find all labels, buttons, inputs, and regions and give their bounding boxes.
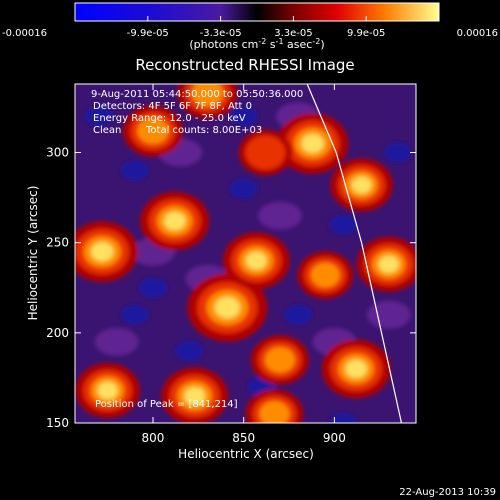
annotation-peak-position: Position of Peak = [841,214] (95, 399, 238, 410)
negative-region (329, 214, 358, 235)
x-axis-ticks (152, 84, 335, 423)
emission-source (214, 296, 241, 319)
colorbar-tick-labels: -0.00016 -9.9e-05 -3.3e-05 3.3e-05 9.9e-05 0.… (2, 28, 498, 39)
colorbar-tick-label: 0.00016 (457, 28, 498, 39)
background-region (257, 201, 302, 230)
emission-source (259, 401, 290, 423)
x-tick-label: 850 (232, 431, 255, 445)
plot-frame (74, 83, 417, 424)
y-tick-label: 150 (46, 416, 69, 430)
negative-region (229, 106, 258, 127)
x-axis-label: Heliocentric X (arcsec) (178, 447, 314, 461)
negative-region (138, 277, 167, 298)
negative-region (175, 340, 204, 361)
emission-source (184, 386, 206, 406)
y-axis-ticks (75, 152, 416, 424)
emission-source (245, 251, 268, 270)
emission-source (97, 381, 118, 400)
solar-limb-curve (306, 84, 403, 423)
emission-source (264, 347, 296, 373)
y-axis-tick-labels: 150 200 250 300 (46, 146, 69, 430)
y-tick-label: 300 (46, 146, 69, 160)
emission-source (310, 262, 340, 288)
x-tick-label: 800 (142, 431, 165, 445)
negative-region (329, 413, 358, 423)
negative-region (120, 304, 149, 325)
colorbar-unit: (photons cm-2 s-1 asec-2) (189, 37, 324, 51)
negative-region (229, 178, 258, 199)
negative-region (284, 304, 313, 325)
negative-region (383, 142, 412, 163)
footer-date: 22-Aug-2013 10:39 (399, 487, 496, 498)
annotation-detectors: Detectors: 4F 5F 6F 7F 8F, Att 0 (93, 101, 252, 112)
y-axis-label: Heliocentric Y (arcsec) (26, 186, 40, 321)
negative-region (120, 160, 149, 181)
colorbar-tick-label: 3.3e-05 (274, 28, 312, 39)
emission-source (90, 242, 114, 262)
emission-map (75, 84, 416, 423)
colorbar-ticks (74, 16, 440, 21)
colorbar-tick-label: -0.00016 (2, 28, 47, 39)
emission-source (191, 84, 224, 107)
annotation-time-range: 9-Aug-2011 05:44:50.000 to 05:50:36.000 (91, 89, 303, 100)
colorbar-tick-label: 9.9e-05 (347, 28, 385, 39)
chart-title: Reconstructed RHESSI Image (135, 56, 354, 74)
negative-region (84, 106, 113, 127)
emission-source (351, 176, 372, 194)
x-tick-label: 900 (323, 431, 346, 445)
annotation-total-counts: Total counts: 8.00E+03 (145, 125, 262, 136)
emission-source (301, 133, 325, 154)
colorbar-tick-label: -9.9e-05 (127, 28, 169, 39)
emission-source (137, 117, 169, 145)
annotation-energy-range: Energy Range: 12.0 - 25.0 keV (93, 113, 246, 124)
background-region (94, 327, 139, 356)
x-axis-tick-labels: 800 850 900 (142, 431, 346, 445)
colorbar-tick-label: -3.3e-05 (200, 28, 242, 39)
emission-source (245, 135, 286, 170)
y-tick-label: 250 (46, 236, 69, 250)
emission-source (378, 255, 400, 274)
annotation-clean: Clean (93, 125, 121, 136)
y-tick-label: 200 (46, 326, 69, 340)
background-region (366, 300, 411, 329)
colorbar (74, 2, 440, 22)
plot-area (75, 84, 416, 423)
emission-source (163, 211, 186, 231)
emission-source (345, 359, 368, 379)
